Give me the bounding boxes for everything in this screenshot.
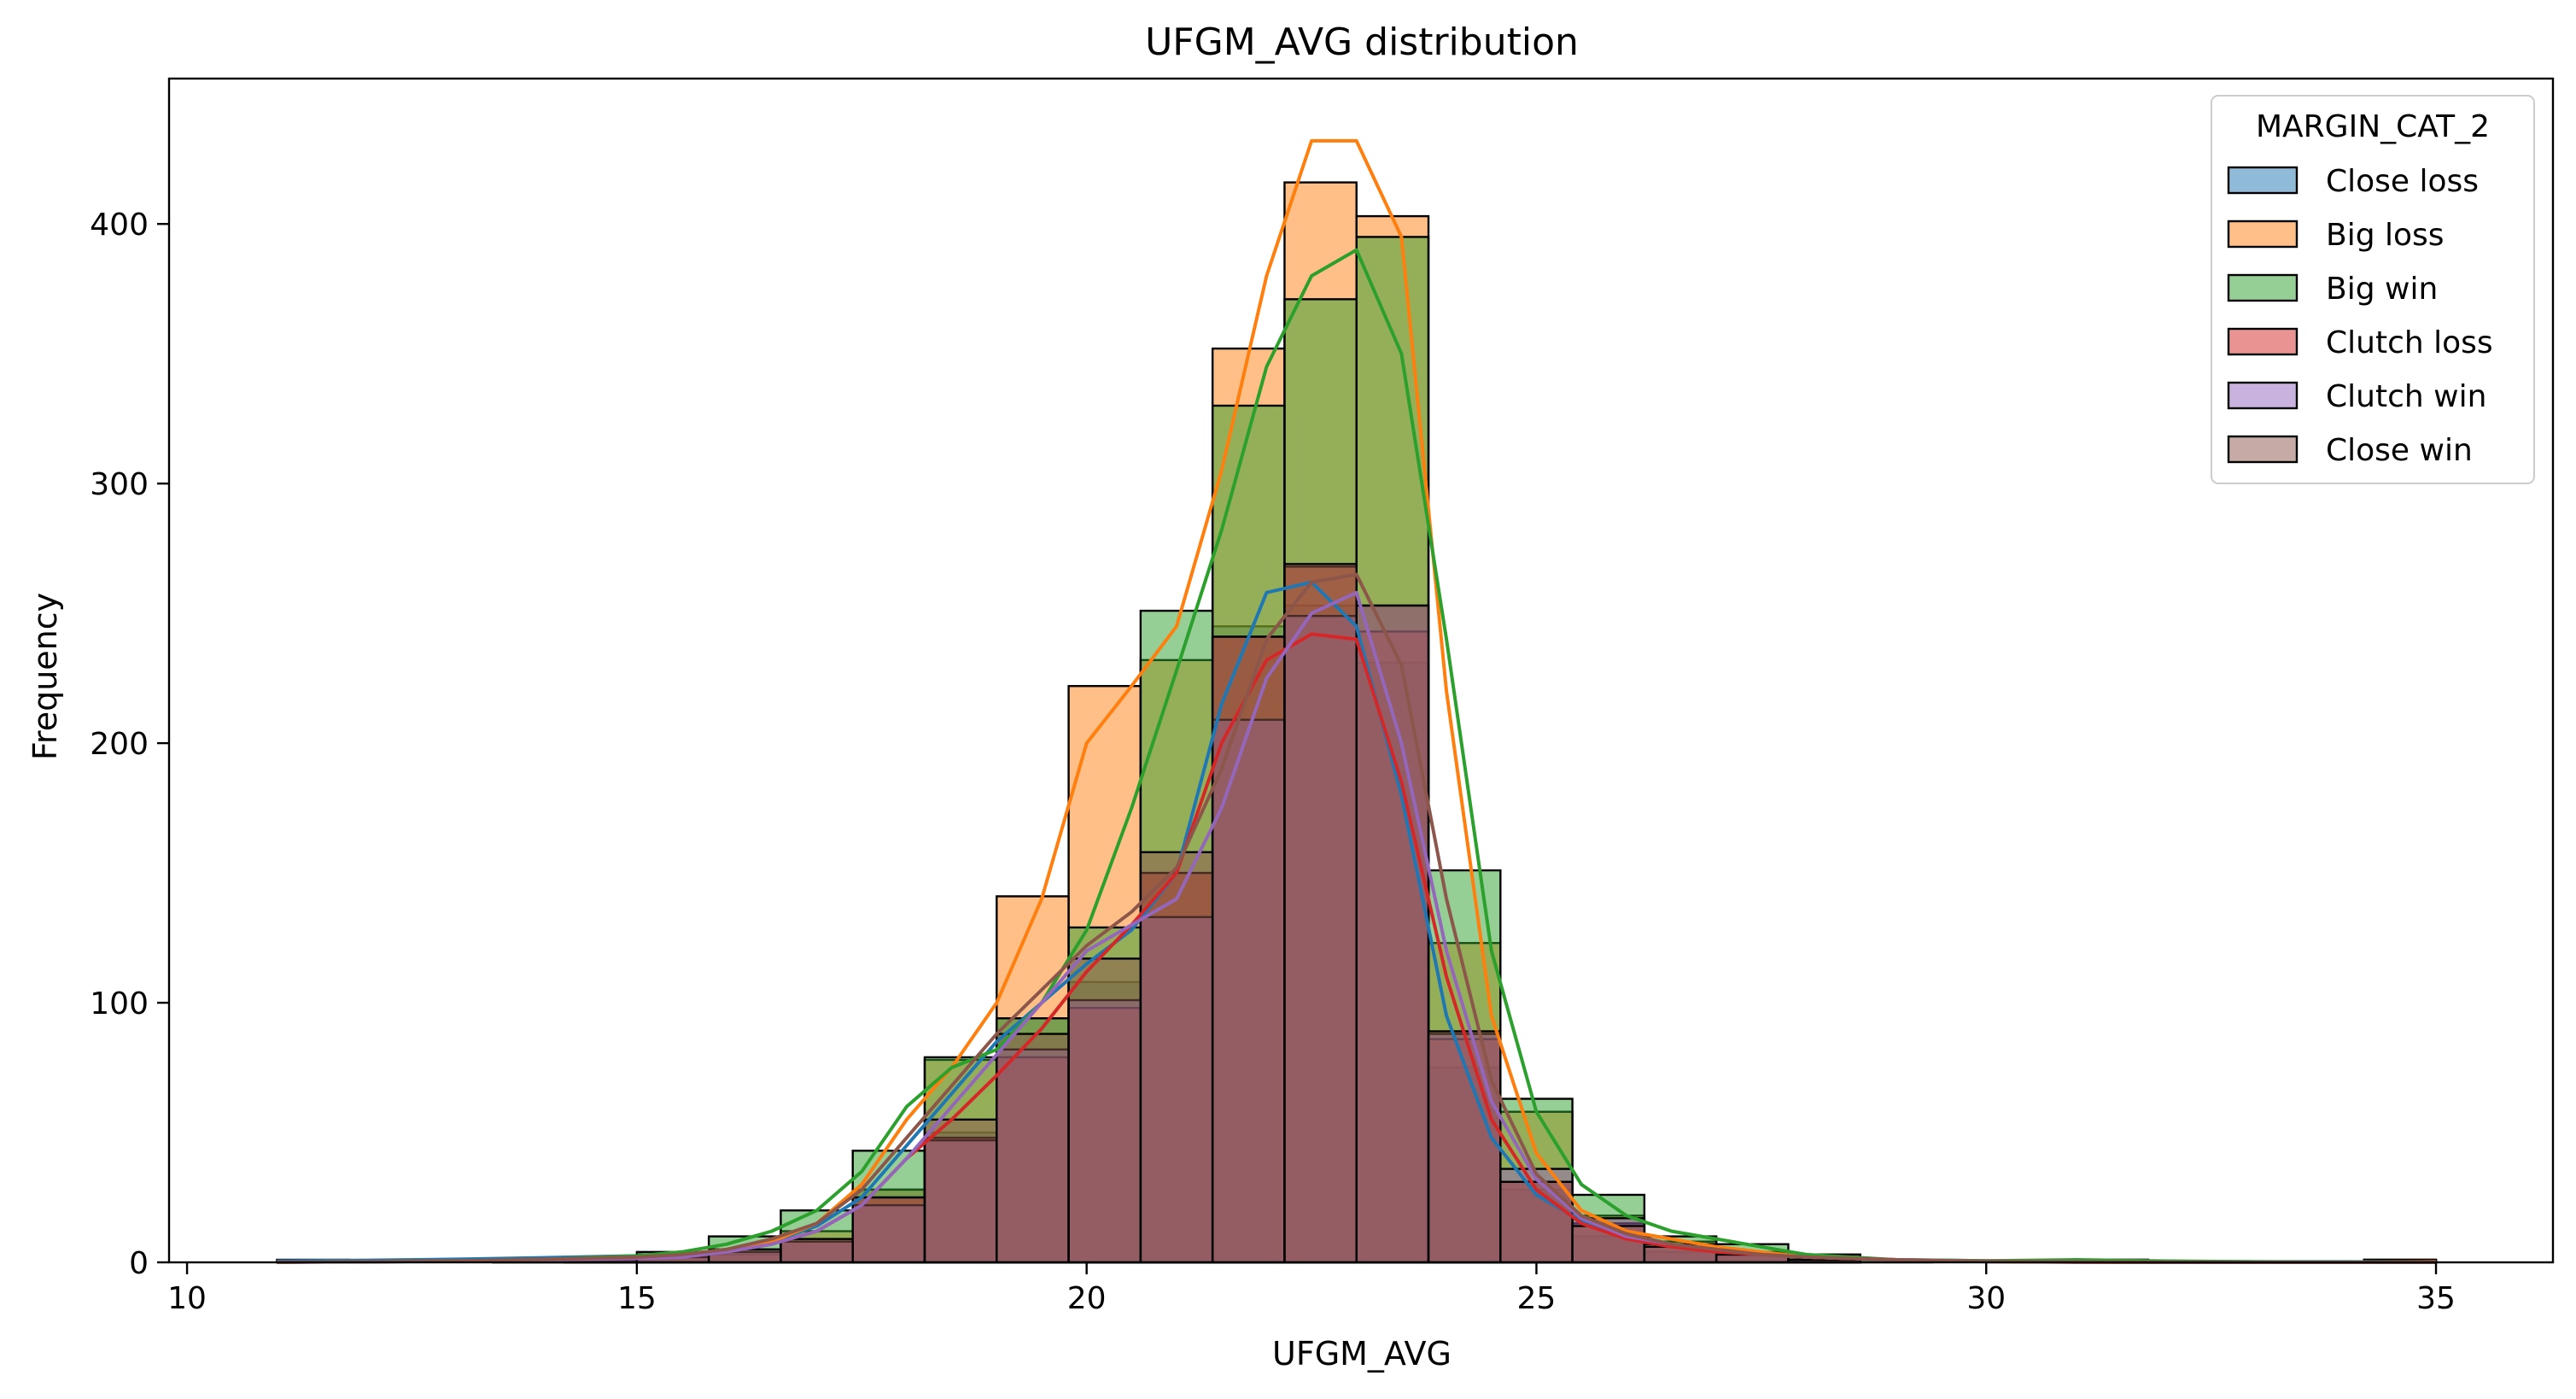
y-tick-label: 400: [90, 208, 149, 243]
legend-swatch: [2227, 327, 2299, 356]
x-tick-label: 10: [167, 1281, 207, 1316]
plot-area: 10 15 20 25 30 35 0 100 200 300 400: [90, 77, 2555, 1316]
legend-swatch: [2227, 435, 2299, 464]
legend-label: Close win: [2326, 433, 2473, 468]
legend-title: MARGIN_CAT_2: [2256, 109, 2490, 144]
legend-label: Big win: [2326, 272, 2438, 307]
histogram-bar: [996, 1033, 1070, 1264]
histogram-bar: [780, 1238, 854, 1264]
legend-swatch: [2227, 273, 2299, 302]
y-tick-label: 200: [90, 727, 149, 762]
legend-swatch: [2227, 220, 2299, 249]
histogram-bar: [1283, 563, 1358, 1264]
y-tick-label: 100: [90, 986, 149, 1021]
histogram-bar: [923, 1118, 998, 1264]
histogram-bar: [1067, 957, 1142, 1264]
histogram-bar: [1355, 604, 1430, 1264]
bar-series: [564, 563, 1861, 1264]
axes-frame: [167, 77, 2555, 1264]
legend: MARGIN_CAT_2 Close loss Big loss Big win Clu…: [2211, 95, 2535, 484]
legend-label: Big loss: [2326, 218, 2445, 253]
x-tick-label: 15: [617, 1281, 657, 1316]
legend-label: Clutch win: [2326, 379, 2486, 414]
legend-swatch: [2227, 166, 2299, 195]
legend-label: Close loss: [2326, 164, 2479, 199]
legend-swatch: [2227, 381, 2299, 410]
x-tick-label: 20: [1067, 1281, 1107, 1316]
legend-label: Clutch loss: [2326, 325, 2493, 360]
y-tick-label: 0: [129, 1246, 149, 1281]
kde-line: [277, 572, 2436, 1264]
histogram-bar: [851, 1196, 926, 1264]
y-axis-label: Frequency: [26, 593, 64, 760]
y-tick-label: 300: [90, 467, 149, 502]
x-axis-label: UFGM_AVG: [1272, 1335, 1452, 1373]
chart-title: UFGM_AVG distribution: [1145, 20, 1579, 64]
x-tick-label: 25: [1517, 1281, 1557, 1316]
x-tick-label: 30: [1966, 1281, 2006, 1316]
x-tick-label: 35: [2416, 1281, 2456, 1316]
